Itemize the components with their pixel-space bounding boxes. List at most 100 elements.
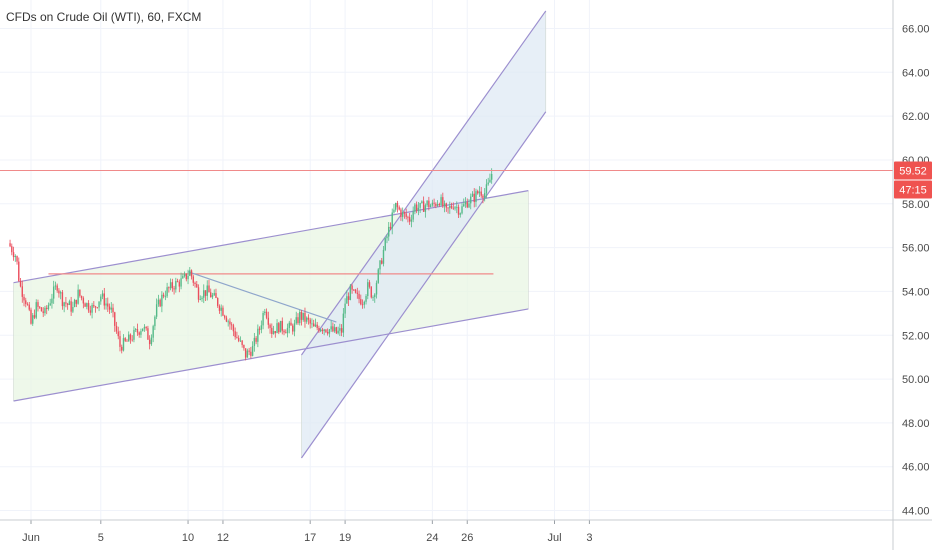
candle-body: [389, 226, 392, 229]
drawing-lines[interactable]: [13, 10, 547, 459]
blue-channel-lower-line: [300, 111, 547, 459]
candle-body: [312, 323, 315, 327]
candle-body: [297, 317, 299, 324]
candle-body: [281, 320, 283, 331]
candle-body: [468, 203, 470, 208]
candle-body: [276, 323, 278, 334]
candle-body: [47, 305, 50, 310]
candle-body: [347, 296, 350, 300]
candle-body: [262, 312, 264, 326]
candle-body: [14, 255, 16, 258]
candle-body: [187, 275, 189, 280]
x-tick-label: 3: [586, 532, 592, 544]
x-tick-label: Jun: [22, 532, 40, 544]
candle-body: [164, 296, 167, 298]
candle-body: [100, 296, 102, 302]
candle-body: [101, 293, 104, 297]
candle-body: [353, 289, 355, 291]
candle-body: [405, 213, 407, 217]
candle-body: [295, 317, 297, 324]
candle-body: [457, 206, 460, 215]
candle-body: [450, 206, 453, 208]
candle-body: [180, 278, 182, 287]
candle-body: [482, 195, 484, 198]
candle-body: [241, 340, 243, 345]
candle-body: [260, 325, 263, 330]
candle-body: [318, 327, 320, 332]
candle-body: [21, 286, 23, 297]
candle-body: [192, 276, 194, 283]
candle-body: [435, 203, 437, 206]
candle-body: [475, 191, 477, 203]
candle-body: [440, 197, 442, 206]
candle-body: [18, 261, 20, 281]
candle-body: [208, 285, 210, 293]
candle-body: [217, 298, 219, 306]
candle-body: [49, 303, 51, 306]
candle-body: [452, 207, 454, 209]
candle-body: [117, 331, 119, 337]
candle-body: [449, 206, 451, 209]
candle-body: [375, 282, 378, 295]
y-tick-label: 54.00: [902, 286, 930, 298]
candle-body: [39, 306, 41, 308]
candle-body: [133, 329, 135, 340]
candle-body: [433, 202, 435, 204]
candle-body: [267, 317, 270, 325]
candle-body: [121, 346, 123, 351]
candle-body: [227, 321, 229, 323]
candle-body: [176, 281, 179, 282]
candle-body: [204, 290, 207, 296]
candle-body: [339, 328, 341, 331]
candle-body: [220, 307, 222, 311]
candle-body: [292, 325, 294, 332]
candle-body: [417, 207, 420, 211]
candle-body: [279, 320, 282, 333]
candle-body: [382, 249, 385, 264]
candle-body: [421, 201, 423, 203]
candle-body: [178, 281, 181, 287]
x-tick-label: 12: [217, 532, 229, 544]
candle-body: [360, 299, 362, 305]
candle-body: [454, 207, 456, 209]
candle-body: [321, 329, 324, 332]
candle-body: [274, 331, 276, 334]
blue-channel-fill: [301, 11, 546, 458]
candle-body: [75, 299, 78, 304]
candle-body: [201, 297, 203, 300]
candle-body: [155, 304, 158, 317]
candle-body: [431, 202, 434, 206]
candle-body: [77, 289, 79, 304]
candle-body: [37, 302, 39, 307]
candle-body: [422, 201, 425, 212]
candle-body: [87, 303, 90, 311]
candle-body: [175, 281, 177, 290]
candle-body: [150, 337, 153, 345]
candle-body: [490, 173, 493, 180]
candle-body: [211, 295, 214, 298]
candle-body: [223, 315, 226, 318]
candle-body: [169, 282, 172, 289]
y-tick-label: 46.00: [902, 462, 930, 474]
candle-body: [489, 179, 491, 183]
candle-body: [19, 280, 22, 287]
candle-body: [344, 303, 346, 314]
candle-body: [112, 307, 114, 313]
candle-body: [255, 337, 257, 342]
candle-body: [210, 292, 212, 298]
candle-body: [194, 282, 196, 285]
candle-body: [464, 202, 467, 205]
candle-body: [466, 202, 468, 208]
candle-body: [332, 326, 334, 332]
candle-body: [323, 329, 325, 332]
candle-body: [59, 292, 62, 294]
candle-body: [330, 326, 332, 330]
candle-body: [145, 326, 147, 329]
candle-body: [340, 328, 343, 333]
candle-body: [335, 327, 338, 334]
candle-body: [63, 302, 65, 307]
y-tick-label: 50.00: [902, 374, 930, 386]
